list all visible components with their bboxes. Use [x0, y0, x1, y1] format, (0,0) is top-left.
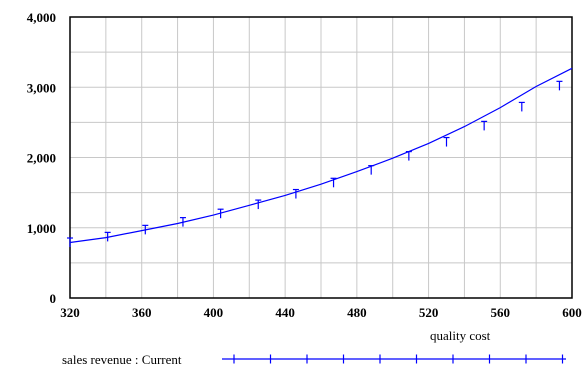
y-tick-label: 1,000 — [27, 221, 56, 236]
data-point-marker — [518, 101, 525, 112]
x-axis-title: quality cost — [430, 328, 491, 343]
legend-line-sample — [222, 354, 566, 364]
legend: sales revenue : Current — [62, 352, 566, 367]
data-point-marker — [104, 231, 111, 242]
x-axis-ticks: 320 360 400 440 480 520 560 600 — [60, 305, 582, 320]
data-point-marker — [405, 150, 412, 161]
x-tick-label: 320 — [60, 305, 80, 320]
data-point-marker — [142, 224, 149, 235]
plot-frame — [69, 16, 573, 299]
data-point-marker — [556, 80, 563, 91]
x-tick-label: 560 — [491, 305, 511, 320]
y-tick-label: 2,000 — [27, 151, 56, 166]
grid — [70, 17, 572, 298]
data-point-marker — [292, 188, 299, 199]
x-tick-label: 520 — [419, 305, 439, 320]
data-point-marker — [481, 120, 488, 131]
data-point-marker — [330, 177, 337, 188]
y-tick-label: 3,000 — [27, 80, 56, 95]
y-axis-ticks: 0 1,000 2,000 3,000 4,000 — [27, 10, 56, 306]
x-tick-label: 600 — [562, 305, 582, 320]
data-point-marker — [368, 165, 375, 175]
x-tick-label: 400 — [204, 305, 224, 320]
data-point-marker — [179, 217, 186, 227]
x-tick-label: 480 — [347, 305, 367, 320]
series-layer — [67, 67, 573, 248]
x-tick-label: 440 — [275, 305, 295, 320]
data-point-marker — [443, 136, 450, 147]
y-tick-label: 4,000 — [27, 10, 56, 25]
x-tick-label: 360 — [132, 305, 152, 320]
y-tick-label: 0 — [50, 291, 57, 306]
data-point-marker — [67, 237, 73, 248]
data-point-marker — [217, 208, 224, 219]
legend-label: sales revenue : Current — [62, 352, 182, 367]
series-line — [69, 67, 573, 244]
data-point-marker — [255, 199, 262, 210]
